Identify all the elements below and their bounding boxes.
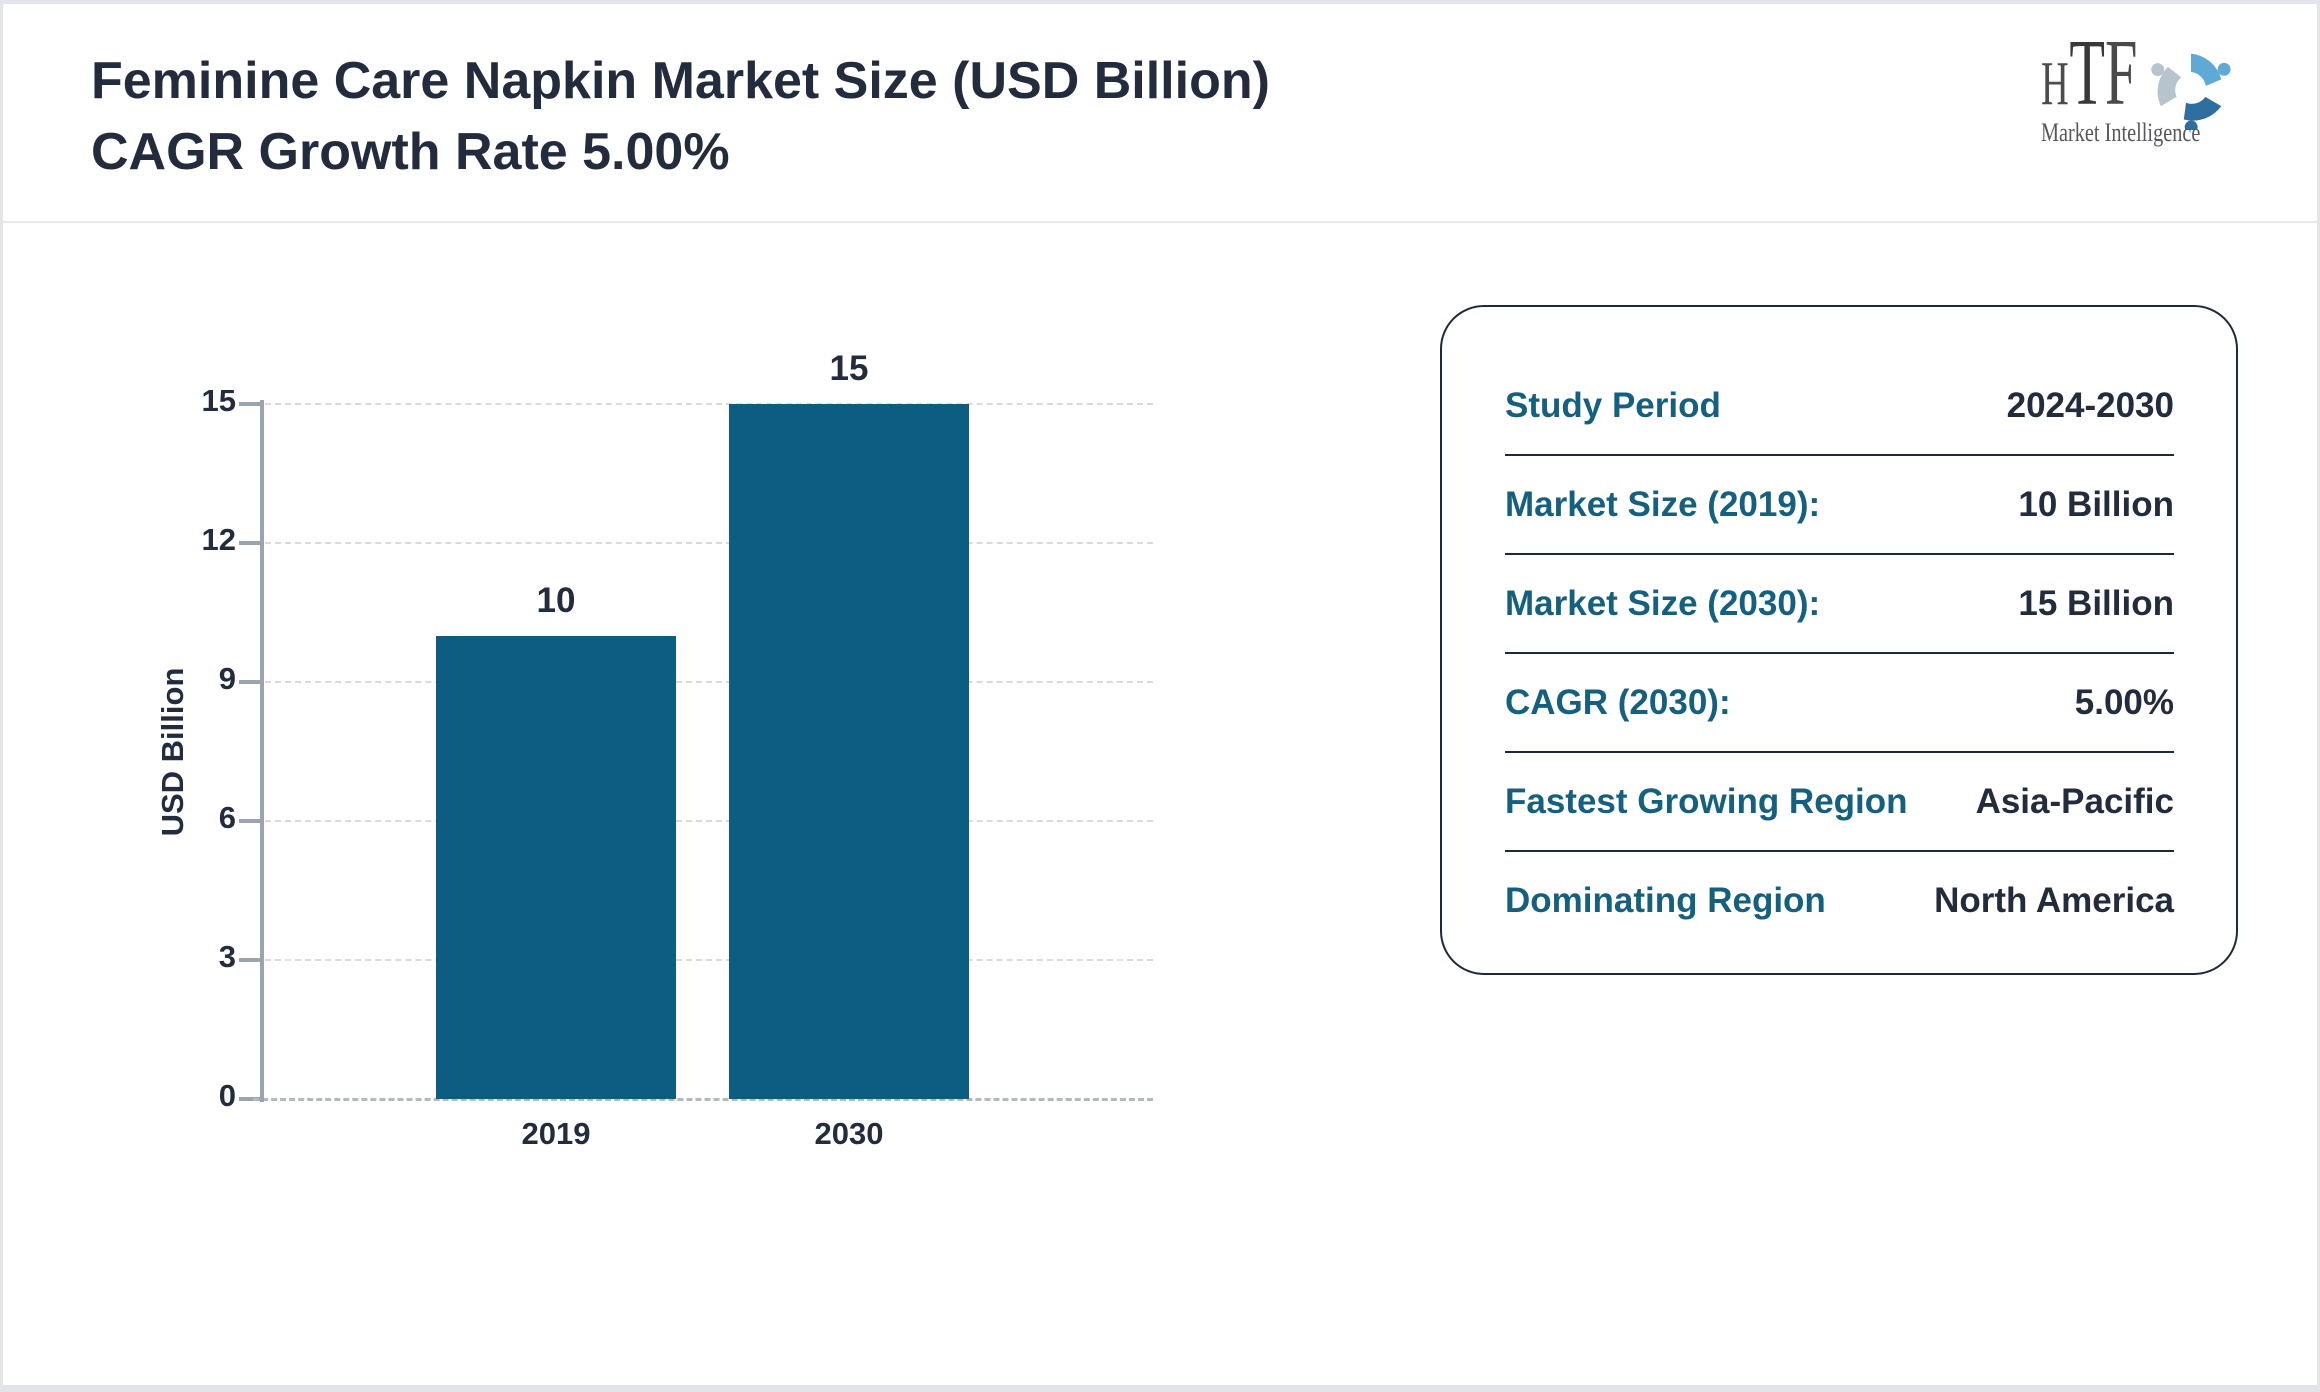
gridline-12 — [265, 542, 1153, 544]
bar-value-label-2030: 15 — [829, 349, 869, 388]
x-tick-label-2030: 2030 — [814, 1116, 884, 1151]
header-divider — [3, 221, 2317, 223]
y-tick-6 — [239, 819, 263, 823]
y-tick-label-12: 12 — [201, 522, 236, 557]
bar-2019 — [436, 635, 676, 1099]
info-row: Market Size (2019): 10 Billion — [1505, 456, 2174, 553]
row-divider — [1505, 751, 2174, 753]
htf-logo: HTF Market Intelligence — [2041, 26, 2233, 147]
y-tick-label-15: 15 — [201, 383, 236, 418]
bar-2030 — [729, 404, 969, 1099]
info-row-value: 15 Billion — [2018, 583, 2174, 623]
y-tick-label-0: 0 — [218, 1078, 236, 1113]
x-axis-line — [253, 1098, 1153, 1101]
info-row-value: 2024-2030 — [2006, 385, 2174, 425]
y-tick-15 — [239, 402, 263, 406]
y-tick-3 — [239, 958, 263, 962]
gridline-9 — [265, 681, 1153, 683]
y-axis-line — [260, 400, 264, 1102]
info-row-value: North America — [1934, 880, 2174, 920]
info-row: Study Period 2024-2030 — [1505, 357, 2174, 454]
info-panel: Study Period 2024-2030 Market Size (2019):… — [1440, 305, 2238, 975]
info-row-label: Market Size (2030): — [1505, 583, 1821, 623]
y-tick-label-9: 9 — [218, 661, 236, 696]
info-row: Fastest Growing Region Asia-Pacific — [1505, 753, 2174, 850]
bar-value-label-2019: 10 — [536, 580, 576, 620]
y-tick-12 — [239, 541, 263, 545]
logo-brand-text: HTF — [2041, 26, 2137, 120]
info-row: Dominating Region North America — [1505, 852, 2174, 949]
gridline-3 — [265, 959, 1153, 961]
info-row-value: Asia-Pacific — [1975, 781, 2174, 821]
logo-letter-t: T — [2069, 21, 2105, 125]
info-row-label: CAGR (2030): — [1505, 682, 1731, 722]
row-divider — [1505, 553, 2174, 555]
row-divider — [1505, 850, 2174, 852]
page-title: Feminine Care Napkin Market Size (USD Bi… — [91, 46, 1270, 188]
info-panel-rows: Study Period 2024-2030 Market Size (2019):… — [1505, 357, 2174, 949]
logo-letter-h: H — [2041, 50, 2069, 118]
row-divider — [1505, 454, 2174, 456]
gridline-15 — [265, 403, 1153, 405]
info-row: CAGR (2030): 5.00% — [1505, 654, 2174, 751]
y-tick-0 — [239, 1097, 263, 1101]
x-tick-label-2019: 2019 — [521, 1116, 591, 1151]
logo-letter-f: F — [2104, 21, 2138, 125]
row-divider — [1505, 652, 2174, 654]
info-row-value: 5.00% — [2074, 682, 2174, 722]
bar-chart: USD Billion 0 3 6 9 12 15 10 2019 15 2030 — [3, 4, 2317, 1385]
title-line-1: Feminine Care Napkin Market Size (USD Bi… — [91, 52, 1270, 110]
info-row-label: Study Period — [1505, 385, 1721, 425]
y-tick-label-6: 6 — [218, 800, 236, 835]
info-row: Market Size (2030): 15 Billion — [1505, 555, 2174, 652]
gridline-6 — [265, 820, 1153, 822]
logo-swirl-icon — [2151, 53, 2231, 130]
info-row-label: Market Size (2019): — [1505, 484, 1821, 524]
y-tick-label-3: 3 — [218, 939, 236, 974]
title-line-2: CAGR Growth Rate 5.00% — [91, 123, 730, 181]
info-row-label: Fastest Growing Region — [1505, 781, 1908, 821]
info-row-value: 10 Billion — [2018, 484, 2174, 524]
info-row-label: Dominating Region — [1505, 880, 1826, 920]
y-tick-9 — [239, 680, 263, 684]
logo-tagline: Market Intelligence — [2041, 118, 2201, 147]
